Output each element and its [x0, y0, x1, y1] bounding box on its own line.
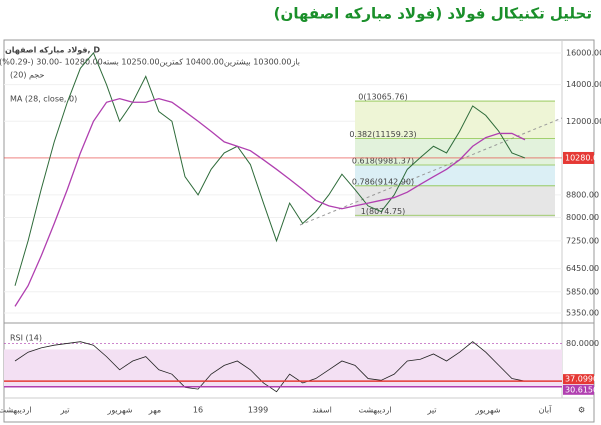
fib-band [355, 101, 555, 139]
y-tick-label: 5350.00 [566, 308, 599, 317]
ma-label: MA (28, close, 0) [10, 95, 77, 104]
fib-label: 1(8074.75) [361, 207, 405, 216]
x-tick-label: آبان [539, 405, 553, 415]
settings-icon[interactable]: ⚙ [578, 406, 585, 415]
y-tick-label: 7250.00 [566, 236, 599, 245]
x-tick-label: 16 [193, 406, 203, 415]
page-title: تحلیل تکنیکال فولاد (فولاد مبارکه اصفهان… [274, 5, 592, 23]
series-line [14, 97, 526, 307]
last-price-box [563, 151, 594, 164]
y-tick-label: 5850.00 [566, 287, 599, 296]
rsi-label: RSI (14) [10, 334, 42, 343]
volume-label: حجم (20) [10, 71, 44, 80]
x-tick-label: تیر [59, 406, 69, 415]
fib-band [355, 138, 555, 165]
x-tick-label: 1399 [248, 406, 268, 415]
rsi-value-label: 30.6150 [565, 385, 598, 394]
x-tick-label: شهریور [474, 406, 500, 415]
x-tick-label: اسفند [312, 406, 332, 415]
y-tick-label: 14000.00 [566, 80, 601, 89]
rsi-tick-label: 80.0000 [566, 339, 599, 348]
x-tick-label: شهریور [106, 406, 132, 415]
fib-label: 0(13065.76) [358, 93, 408, 102]
y-tick-label: 12000.00 [566, 117, 601, 126]
rsi-value-box [563, 374, 594, 385]
fib-band [355, 164, 555, 186]
y-tick-label: 8800.00 [566, 190, 599, 199]
series-line [14, 52, 526, 286]
fib-band [355, 185, 555, 216]
fib-label: 0.618(9981.37) [352, 156, 414, 165]
y-tick-label: 8000.00 [566, 213, 599, 222]
x-tick-label: تیر [426, 406, 436, 415]
x-tick-label: اردیبهشت [359, 406, 392, 415]
ohlc-legend: باز10300.00 بیشترین10400.00 کمترین10250.… [0, 58, 300, 67]
rsi-value-label: 37.0990 [565, 375, 598, 384]
x-tick-label: اردیبهشت [0, 406, 31, 415]
last-price-label: 10280.00 [565, 153, 601, 162]
fib-band [355, 215, 555, 218]
rsi-value-box [563, 384, 594, 395]
x-tick-label: مهر [148, 406, 161, 415]
fib-label: 0.382(11159.23) [349, 130, 416, 139]
fib-label: 0.786(9142.90) [352, 177, 414, 186]
symbol: فولاد مبارکه اصفهان, D [5, 46, 100, 55]
y-tick-label: 6450.00 [566, 264, 599, 273]
y-tick-label: 16000.00 [566, 48, 601, 57]
